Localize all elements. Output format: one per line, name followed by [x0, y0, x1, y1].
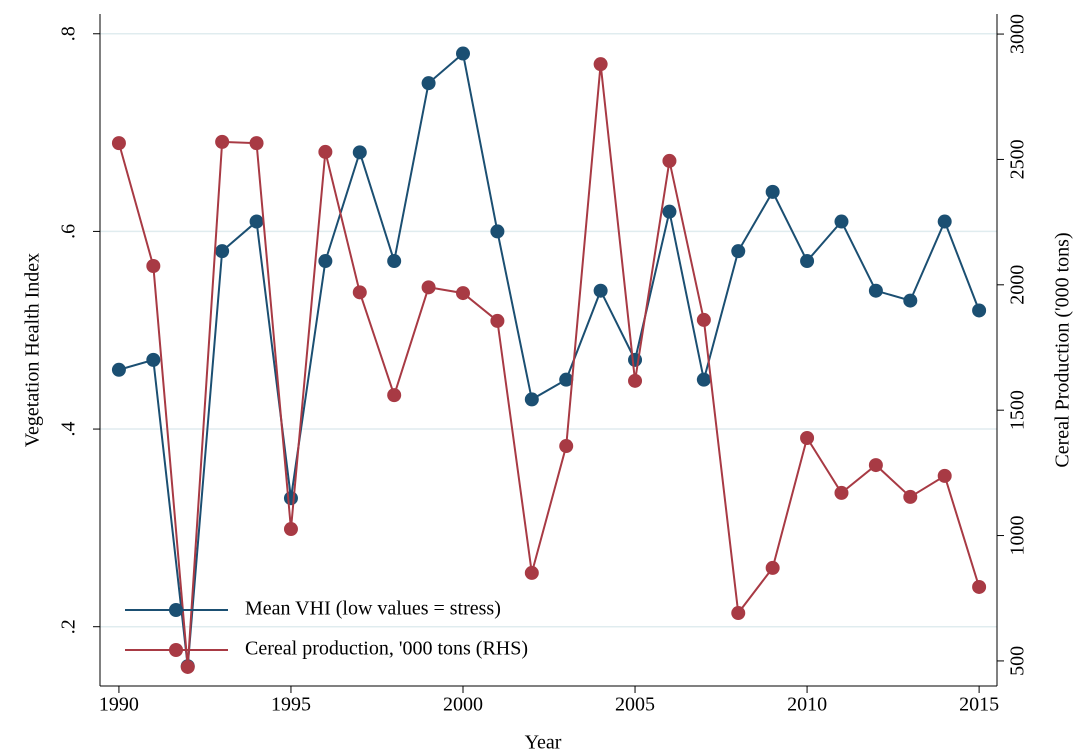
- y2-tick-label: 1500: [1007, 390, 1029, 430]
- point: [146, 259, 161, 273]
- point: [765, 184, 780, 199]
- point: [765, 560, 780, 575]
- point: [283, 522, 298, 537]
- point: [800, 431, 815, 446]
- point: [662, 153, 677, 168]
- point: [421, 280, 436, 295]
- point: [215, 134, 230, 149]
- point: [937, 214, 952, 229]
- point: [696, 312, 711, 327]
- point: [318, 254, 333, 269]
- y2-axis-title: Cereal Production ('000 tons): [1052, 232, 1074, 467]
- y-tick-label: .6: [58, 224, 80, 239]
- point: [524, 392, 539, 407]
- x-tick-label: 2015: [959, 694, 999, 716]
- point: [146, 352, 161, 367]
- y2-tick-label: 3000: [1007, 14, 1029, 54]
- y2-tick-label: 2500: [1007, 139, 1029, 179]
- point: [903, 489, 918, 504]
- y-axis-title: Vegetation Health Index: [22, 253, 44, 447]
- point: [972, 303, 987, 318]
- x-tick-label: 2010: [787, 694, 827, 716]
- series-line: [117, 64, 981, 668]
- x-tick-label: 2005: [615, 694, 655, 716]
- point: [180, 659, 195, 674]
- point: [524, 565, 539, 580]
- point: [868, 458, 883, 473]
- point: [834, 214, 849, 229]
- y-tick-label: .4: [58, 422, 80, 437]
- point: [868, 283, 883, 298]
- point: [731, 606, 746, 621]
- y-tick-label: .8: [58, 26, 80, 41]
- point: [111, 362, 126, 377]
- point: [249, 136, 264, 151]
- point: [559, 439, 574, 454]
- x-tick-label: 1990: [99, 694, 139, 716]
- point: [972, 579, 987, 594]
- point: [283, 491, 298, 506]
- point: [421, 76, 436, 91]
- point: [215, 244, 230, 259]
- point: [731, 244, 746, 259]
- series-line: [118, 51, 981, 667]
- point: [593, 57, 608, 72]
- point: [455, 46, 470, 61]
- point: [628, 373, 643, 388]
- y2-tick-label: 1000: [1007, 516, 1029, 556]
- point: [387, 388, 402, 403]
- point: [455, 286, 470, 301]
- point: [800, 254, 815, 269]
- legend-marker: [169, 603, 183, 617]
- point: [559, 372, 574, 387]
- point: [490, 224, 505, 239]
- point: [834, 485, 849, 500]
- point: [352, 285, 367, 300]
- point: [249, 214, 264, 229]
- legend-label: Cereal production, '000 tons (RHS): [245, 638, 528, 660]
- point: [903, 293, 918, 308]
- x-tick-label: 2000: [443, 694, 483, 716]
- point: [352, 145, 367, 160]
- y-tick-label: .2: [58, 619, 80, 634]
- point: [387, 254, 402, 269]
- point: [937, 468, 952, 483]
- point: [490, 313, 505, 328]
- legend-marker: [169, 643, 183, 657]
- y2-tick-label: 500: [1007, 646, 1029, 676]
- point: [111, 136, 126, 151]
- legend-label: Mean VHI (low values = stress): [245, 598, 501, 620]
- point: [662, 204, 677, 219]
- point: [318, 144, 333, 159]
- x-axis-title: Year: [525, 732, 562, 754]
- point: [696, 372, 711, 387]
- point: [593, 283, 608, 298]
- y2-tick-label: 2000: [1007, 265, 1029, 305]
- x-tick-label: 1995: [271, 694, 311, 716]
